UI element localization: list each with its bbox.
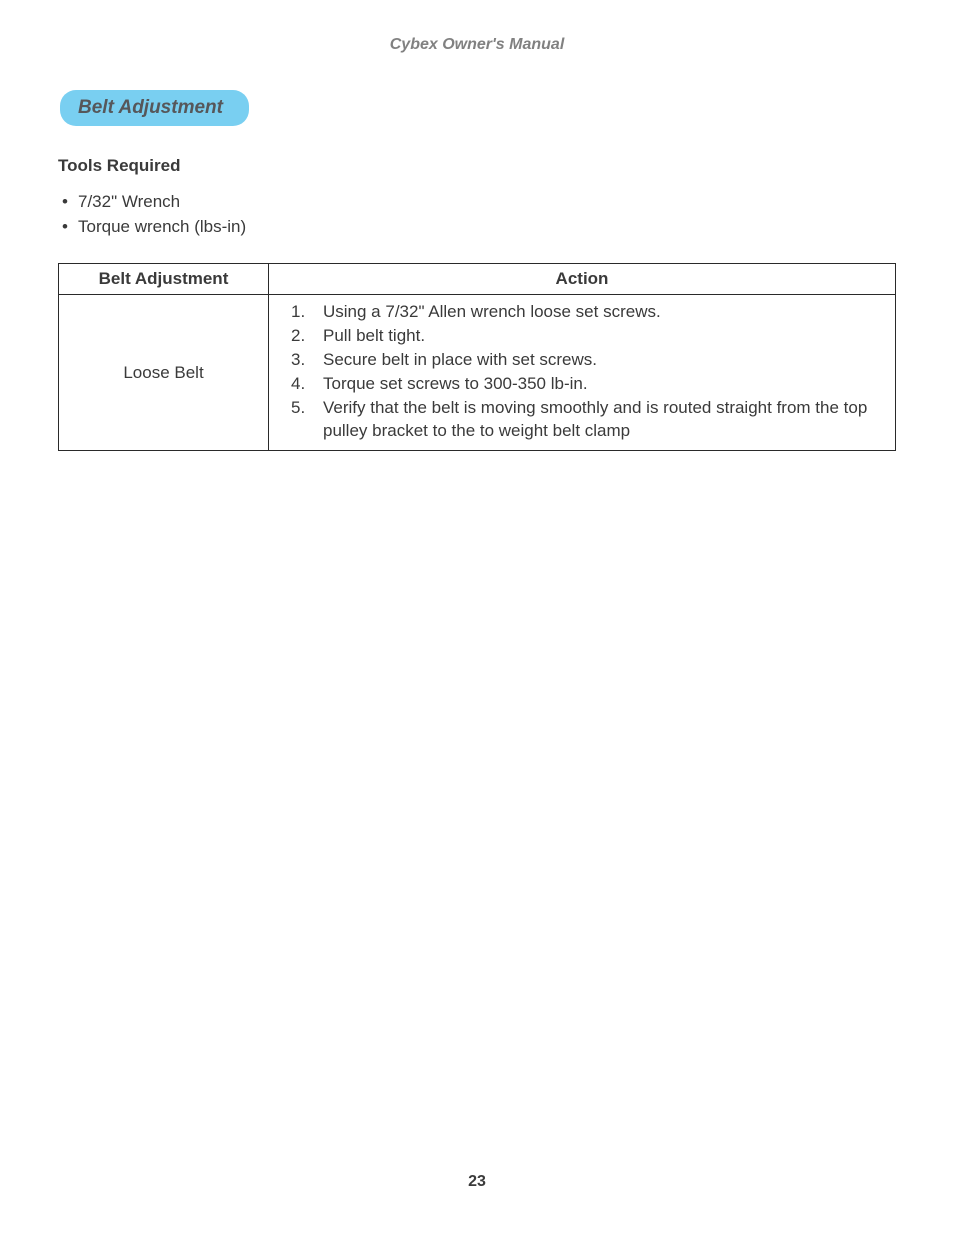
- step-number: 1.: [291, 301, 323, 324]
- table-header-cell: Belt Adjustment: [59, 264, 269, 295]
- list-item: 3.Secure belt in place with set screws.: [291, 349, 885, 372]
- step-number: 4.: [291, 373, 323, 396]
- step-number: 3.: [291, 349, 323, 372]
- step-text: Verify that the belt is moving smoothly …: [323, 397, 885, 443]
- tools-list: 7/32" Wrench Torque wrench (lbs-in): [62, 190, 896, 239]
- page-number: 23: [0, 1173, 954, 1191]
- list-item: 1.Using a 7/32" Allen wrench loose set s…: [291, 301, 885, 324]
- list-item: Torque wrench (lbs-in): [62, 215, 896, 240]
- adjustment-table: Belt Adjustment Action Loose Belt 1.Usin…: [58, 263, 896, 451]
- action-steps-list: 1.Using a 7/32" Allen wrench loose set s…: [291, 301, 885, 443]
- list-item: 4.Torque set screws to 300-350 lb-in.: [291, 373, 885, 396]
- list-item: 5.Verify that the belt is moving smoothl…: [291, 397, 885, 443]
- list-item: 2.Pull belt tight.: [291, 325, 885, 348]
- step-text: Torque set screws to 300-350 lb-in.: [323, 373, 885, 396]
- page-header-title: Cybex Owner's Manual: [58, 36, 896, 54]
- step-number: 5.: [291, 397, 323, 443]
- step-number: 2.: [291, 325, 323, 348]
- table-row: Loose Belt 1.Using a 7/32" Allen wrench …: [59, 295, 896, 451]
- step-text: Pull belt tight.: [323, 325, 885, 348]
- table-cell-label: Loose Belt: [59, 295, 269, 451]
- section-badge: Belt Adjustment: [60, 90, 249, 126]
- table-header-row: Belt Adjustment Action: [59, 264, 896, 295]
- step-text: Using a 7/32" Allen wrench loose set scr…: [323, 301, 885, 324]
- table-header-cell: Action: [269, 264, 896, 295]
- list-item: 7/32" Wrench: [62, 190, 896, 215]
- tools-heading: Tools Required: [58, 156, 896, 176]
- step-text: Secure belt in place with set screws.: [323, 349, 885, 372]
- table-cell-actions: 1.Using a 7/32" Allen wrench loose set s…: [269, 295, 896, 451]
